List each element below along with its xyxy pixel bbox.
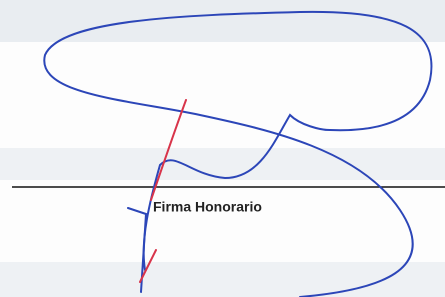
form-band <box>0 0 445 42</box>
form-band <box>0 262 445 297</box>
form-band <box>0 148 445 180</box>
signature-label: Firma Honorario <box>153 199 262 215</box>
signature-scan: Firma Honorario <box>0 0 445 297</box>
